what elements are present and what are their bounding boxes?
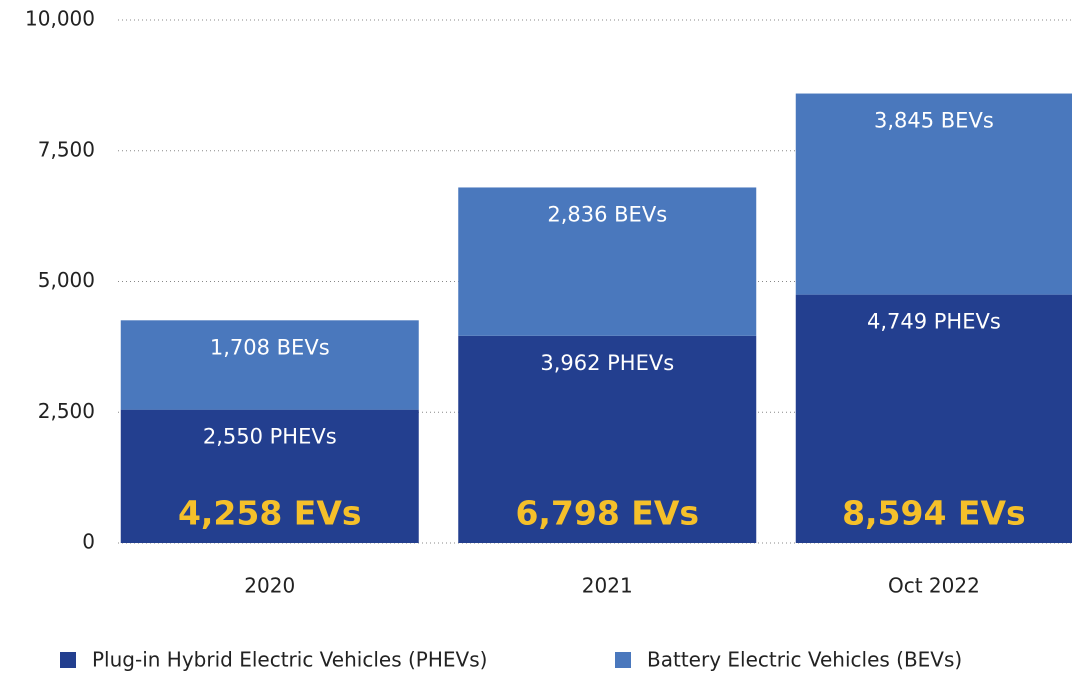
bar-segment [120, 409, 419, 543]
y-tick-label: 2,500 [38, 399, 95, 423]
y-tick-label: 5,000 [38, 268, 95, 292]
bar-segment [458, 187, 757, 336]
bar-segment [795, 93, 1072, 295]
x-tick-label: 2020 [244, 574, 295, 598]
total-label: 4,258 EVs [178, 494, 362, 533]
total-label: 6,798 EVs [515, 494, 699, 533]
bar-segment [795, 294, 1072, 543]
data-label: 1,708 BEVs [210, 335, 330, 359]
data-label: 2,836 BEVs [547, 202, 667, 226]
data-label: 2,550 PHEVs [203, 425, 337, 449]
x-tick-label: 2021 [582, 574, 633, 598]
data-label: 4,749 PHEVs [867, 310, 1001, 334]
y-tick-label: 10,000 [25, 7, 95, 31]
y-tick-label: 7,500 [38, 137, 95, 161]
x-tick-label: Oct 2022 [888, 574, 980, 598]
y-tick-label: 0 [82, 530, 95, 554]
legend-swatch [60, 652, 76, 668]
legend-swatch [615, 652, 631, 668]
legend-label: Battery Electric Vehicles (BEVs) [647, 648, 962, 672]
legend-label: Plug-in Hybrid Electric Vehicles (PHEVs) [92, 648, 487, 672]
bar-segment [120, 320, 419, 410]
total-label: 8,594 EVs [842, 494, 1026, 533]
bar-segment [458, 335, 757, 543]
data-label: 3,962 PHEVs [540, 351, 674, 375]
data-label: 3,845 BEVs [874, 109, 994, 133]
